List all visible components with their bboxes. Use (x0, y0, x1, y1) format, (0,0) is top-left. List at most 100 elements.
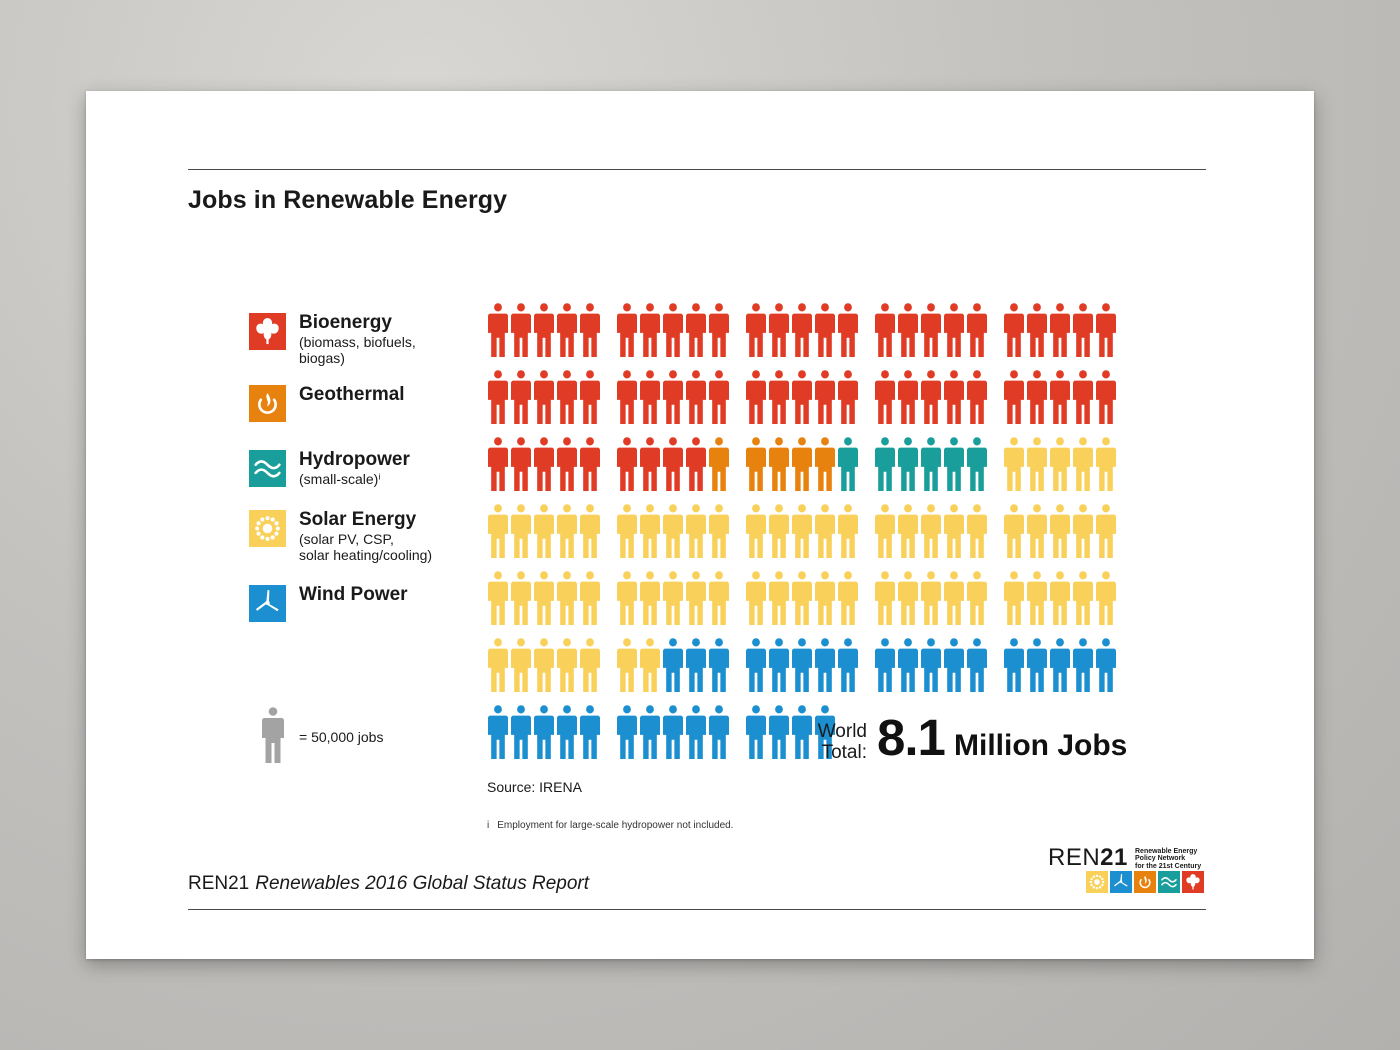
person-icon-bioenergy (617, 303, 638, 358)
person-icon-bioenergy (557, 437, 578, 492)
person-icon-bioenergy (1004, 303, 1025, 358)
person-icon-wind-power (1027, 638, 1048, 693)
total-unit: Million Jobs (954, 729, 1128, 762)
person-icon-solar-energy (1004, 571, 1025, 626)
legend-sublabel: (solar PV, CSP, solar heating/cooling) (299, 531, 433, 563)
person-icon-solar-energy (815, 504, 836, 559)
person-icon-wind-power (488, 705, 509, 760)
person-icon-wind-power (1073, 638, 1094, 693)
person-icon-bioenergy (1073, 303, 1094, 358)
person-icon-bioenergy (838, 370, 859, 425)
person-icon-solar-energy (557, 638, 578, 693)
total-label-total: Total: (821, 742, 867, 763)
person-icon-wind-power (898, 638, 919, 693)
total-label-world: World (817, 721, 867, 742)
person-icon-wind-power (815, 705, 836, 760)
person-icon-solar-energy (640, 571, 661, 626)
person-icon-wind-power (709, 705, 730, 760)
person-icon-bioenergy (1050, 303, 1071, 358)
person-icon-solar-energy (663, 571, 684, 626)
scale-label: = 50,000 jobs (299, 729, 384, 745)
person-icon-bioenergy (769, 370, 790, 425)
person-icon-bioenergy (488, 437, 509, 492)
person-icon-solar-energy (557, 504, 578, 559)
person-icon-solar-energy (709, 571, 730, 626)
person-icon-bioenergy (1096, 303, 1117, 358)
person-icon-bioenergy (792, 303, 813, 358)
person-icon-solar-energy (617, 504, 638, 559)
logo-waves-icon (1158, 871, 1180, 893)
legend-sublabel: (biomass, biofuels, biogas) (299, 334, 416, 366)
legend-label: Solar Energy (299, 509, 417, 530)
person-icon-wind-power (709, 638, 730, 693)
person-icon-solar-energy (1027, 571, 1048, 626)
page-title: Jobs in Renewable Energy (188, 186, 508, 214)
person-icon-solar-energy (792, 571, 813, 626)
person-icon-solar-energy (488, 504, 509, 559)
person-icon-solar-energy (838, 504, 859, 559)
person-icon-solar-energy (617, 571, 638, 626)
person-icon-wind-power (557, 705, 578, 760)
legend-label: Bioenergy (299, 312, 392, 333)
person-icon-solar-energy (709, 504, 730, 559)
person-icon-wind-power (1004, 638, 1025, 693)
person-icon-bioenergy (663, 303, 684, 358)
person-icon-bioenergy (1027, 370, 1048, 425)
source-note: Source: IRENA (487, 779, 582, 795)
person-icon-hydropower (944, 437, 965, 492)
total-value: 8.1 (877, 709, 946, 766)
person-icon-bioenergy (686, 370, 707, 425)
person-icon-bioenergy (557, 303, 578, 358)
person-icon-solar-energy (686, 504, 707, 559)
person-icon-wind-power (875, 638, 896, 693)
logo-icon-strip (1086, 871, 1204, 893)
person-icon-solar-energy (815, 571, 836, 626)
person-icon-solar-energy (511, 638, 532, 693)
person-icon-bioenergy (686, 303, 707, 358)
person-icon-wind-power (944, 638, 965, 693)
footer-citation: REN21 Renewables 2016 Global Status Repor… (188, 873, 589, 895)
person-icon-wind-power (792, 705, 813, 760)
person-scale-icon (262, 707, 284, 763)
person-icon-solar-energy (898, 504, 919, 559)
person-icon-bioenergy (580, 370, 601, 425)
person-icon-wind-power (686, 638, 707, 693)
person-icon-solar-energy (1096, 437, 1117, 492)
person-icon-solar-energy (875, 504, 896, 559)
person-icon-bioenergy (488, 370, 509, 425)
person-icon-wind-power (746, 705, 767, 760)
person-icon-bioenergy (967, 303, 988, 358)
legend-label: Hydropower (299, 449, 410, 470)
person-icon-wind-power (792, 638, 813, 693)
person-icon-solar-energy (617, 638, 638, 693)
person-icon-wind-power (580, 705, 601, 760)
pictogram-svg (488, 303, 1117, 760)
footnote: i Employment for large-scale hydropower n… (487, 820, 733, 831)
person-icon-solar-energy (967, 571, 988, 626)
person-icon-solar-energy (967, 504, 988, 559)
person-icon-bioenergy (746, 370, 767, 425)
person-icon-bioenergy (488, 303, 509, 358)
person-icon-bioenergy (640, 303, 661, 358)
person-icon-solar-energy (1004, 437, 1025, 492)
person-icon-geothermal (792, 437, 813, 492)
person-icon-hydropower (838, 437, 859, 492)
person-icon-solar-energy (875, 571, 896, 626)
person-icon-bioenergy (511, 437, 532, 492)
person-icon-solar-energy (746, 504, 767, 559)
person-icon-bioenergy (898, 303, 919, 358)
person-icon-wind-power (1050, 638, 1071, 693)
person-icon-solar-energy (488, 571, 509, 626)
person-icon-bioenergy (534, 303, 555, 358)
geothermal-icon (249, 385, 286, 422)
logo-wordmark: REN21 (1048, 844, 1128, 871)
waves-icon (249, 450, 286, 487)
person-icon-bioenergy (580, 303, 601, 358)
person-icon-solar-energy (921, 571, 942, 626)
person-icon-wind-power (769, 705, 790, 760)
person-icon-bioenergy (875, 303, 896, 358)
person-icon-bioenergy (534, 370, 555, 425)
person-icon-hydropower (967, 437, 988, 492)
person-icon-solar-energy (921, 504, 942, 559)
person-icon-geothermal (709, 437, 730, 492)
